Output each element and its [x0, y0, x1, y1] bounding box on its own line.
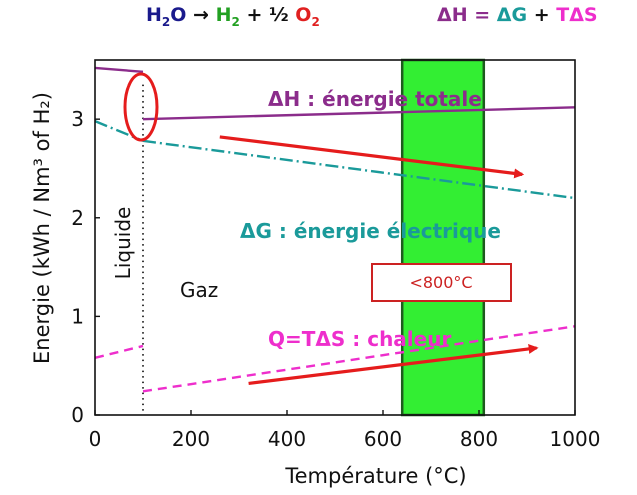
reaction-equation: H2O → H2 + ½ O2	[146, 4, 320, 29]
heat-curve-segment-2	[142, 325, 576, 393]
y-tick-label: 3	[71, 107, 84, 131]
temperature-limit-label: <800°C	[409, 273, 472, 292]
x-tick-label: 1000	[550, 427, 601, 451]
x-axis-label: Température (°C)	[284, 464, 466, 488]
gibbs-curve-segment-1	[94, 120, 144, 142]
x-tick-label: 400	[268, 427, 306, 451]
plus-half: + ½	[239, 4, 296, 26]
hydrogen-sub: 2	[231, 14, 240, 29]
water-o: O	[170, 4, 187, 26]
hydrogen-h: H	[215, 4, 232, 26]
reaction-arrow: →	[186, 4, 216, 26]
liquid-label: Liquide	[111, 207, 135, 280]
plus-sign: +	[527, 4, 557, 26]
y-tick-label: 1	[71, 304, 84, 328]
y-axis-label: Energie (kWh / Nm³ of H₂)	[30, 92, 54, 364]
gibbs-term: ΔG	[496, 4, 528, 26]
gibbs-curve-segment-2	[142, 139, 576, 200]
x-tick-label: 0	[89, 427, 102, 451]
gibbs-label: ΔG : énergie électrique	[240, 219, 501, 243]
temperature-limit-box	[371, 263, 512, 302]
plot-frame	[94, 59, 576, 416]
trend-arrow-2	[248, 343, 539, 386]
heat-term: TΔS	[556, 4, 598, 26]
energy-equation: ΔH = ΔG + TΔS	[437, 4, 598, 26]
oxygen-sub: 2	[311, 14, 320, 29]
y-tick-label: 0	[71, 403, 84, 427]
heat-label: Q=TΔS : chaleur	[268, 327, 451, 351]
gas-label: Gaz	[180, 278, 218, 302]
enthalpy-term: ΔH	[437, 4, 468, 26]
oxygen-o: O	[295, 4, 312, 26]
water-h: H	[146, 4, 162, 26]
enthalpy-label: ΔH : énergie totale	[268, 87, 482, 111]
heat-curve-segment-1	[94, 344, 144, 359]
phase-change-highlight	[123, 72, 159, 142]
x-tick-label: 200	[172, 427, 210, 451]
enthalpy-curve-segment-1	[94, 66, 144, 74]
x-tick-label: 800	[460, 427, 498, 451]
water-formula: H2O	[146, 4, 187, 29]
water-sub: 2	[161, 14, 171, 29]
trend-arrow-1	[219, 135, 525, 179]
equals-sign: =	[467, 4, 497, 26]
x-tick-label: 600	[364, 427, 402, 451]
y-tick-label: 2	[71, 206, 84, 230]
enthalpy-curve-segment-2	[142, 106, 576, 121]
